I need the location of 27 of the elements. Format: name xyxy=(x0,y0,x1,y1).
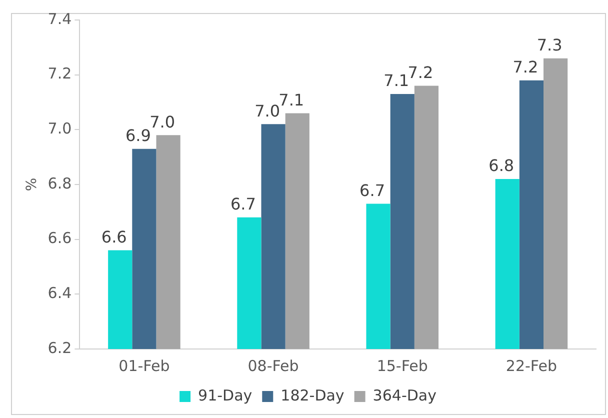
y-tick-label: 6.8 xyxy=(48,174,72,192)
y-tick-label: 7.4 xyxy=(48,10,72,28)
data-label: 7.1 xyxy=(278,90,304,110)
y-tick-label: 6.6 xyxy=(48,229,72,248)
y-tick-label: 7.2 xyxy=(48,64,72,83)
x-tick-label: 01-Feb xyxy=(118,356,170,375)
data-label: 7.0 xyxy=(150,112,176,132)
legend-label: 364-Day xyxy=(372,386,437,404)
data-label: 6.6 xyxy=(101,227,127,246)
x-tick-label: 15-Feb xyxy=(376,356,428,375)
data-label: 7.3 xyxy=(536,36,562,55)
y-tick-label: 7.0 xyxy=(48,120,72,138)
data-label: 6.7 xyxy=(360,180,385,200)
legend-label: 91-Day xyxy=(198,386,252,404)
data-label: 7.2 xyxy=(512,57,538,76)
data-label: 6.9 xyxy=(125,126,151,146)
data-label: 7.1 xyxy=(384,71,410,90)
x-tick-label: 08-Feb xyxy=(248,356,299,375)
y-tick-label: 6.4 xyxy=(48,284,72,302)
x-tick-label: 22-Feb xyxy=(506,356,557,375)
data-label: 7.0 xyxy=(254,101,280,120)
legend-label: 182-Day xyxy=(280,386,344,404)
data-label: 6.7 xyxy=(230,194,256,214)
data-label: 7.2 xyxy=(408,62,434,82)
y-axis-title: % xyxy=(24,178,40,192)
y-tick-label: 6.2 xyxy=(48,338,72,357)
data-label: 6.8 xyxy=(488,156,514,176)
